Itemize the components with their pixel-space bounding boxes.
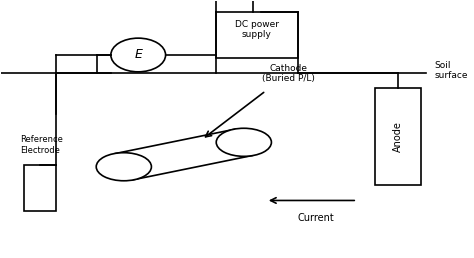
Text: Cathode
(Buried P/L): Cathode (Buried P/L) <box>262 64 315 83</box>
Text: Soil
surface: Soil surface <box>435 61 468 80</box>
Text: Reference
Electrode: Reference Electrode <box>19 135 63 155</box>
Text: E: E <box>134 49 142 61</box>
Bar <box>24 165 56 211</box>
Text: Current: Current <box>298 213 335 223</box>
Ellipse shape <box>216 128 272 156</box>
Bar <box>375 88 421 185</box>
Text: Anode: Anode <box>393 121 403 152</box>
Ellipse shape <box>111 38 165 72</box>
Text: DC power
supply: DC power supply <box>235 20 279 39</box>
Polygon shape <box>115 129 253 180</box>
Ellipse shape <box>96 153 151 181</box>
Bar <box>216 12 298 58</box>
